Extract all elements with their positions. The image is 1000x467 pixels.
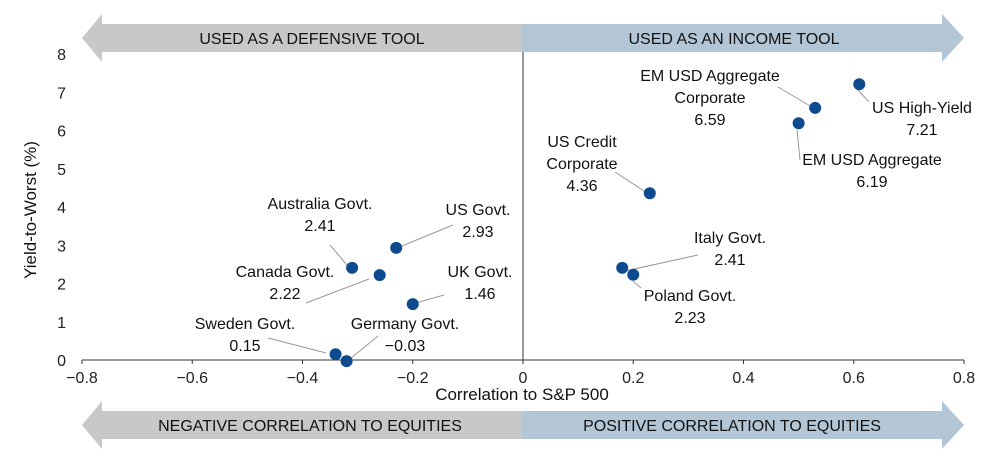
y-tick-label: 4 — [57, 200, 66, 217]
data-point — [792, 117, 805, 130]
y-tick-label: 0 — [57, 353, 66, 370]
point-value: 2.41 — [714, 252, 745, 269]
y-tick-label: 7 — [57, 85, 66, 102]
point-value: 0.15 — [229, 338, 260, 355]
point-name: Corporate — [546, 156, 617, 173]
point-name: EM USD Aggregate — [802, 152, 942, 169]
leader-line — [624, 254, 699, 272]
point-label: UK Govt. 1.46 — [448, 264, 513, 303]
point-value: 7.21 — [906, 122, 937, 139]
y-axis-title: Yield-to-Worst (%) — [21, 141, 40, 279]
point-label: Germany Govt. −0.03 — [351, 316, 459, 355]
point-label: Australia Govt. 2.41 — [268, 196, 373, 235]
point-value: 2.93 — [462, 224, 493, 241]
point-name: Australia Govt. — [268, 196, 373, 213]
leader-line — [396, 224, 454, 249]
point-label: Italy Govt. 2.41 — [694, 230, 766, 269]
bottom-band: NEGATIVE CORRELATION TO EQUITIES POSITIV… — [82, 401, 964, 449]
leader-line — [857, 89, 870, 103]
point-value: 6.59 — [694, 112, 725, 129]
data-point — [390, 241, 403, 254]
point-value: −0.03 — [385, 338, 426, 355]
point-labels: US High-Yield 7.21 EM USD Aggregate Corpora… — [195, 68, 972, 355]
point-label: Sweden Govt. 0.15 — [195, 316, 296, 355]
top-band-left-label: USED AS A DEFENSIVE TOOL — [199, 31, 424, 48]
point-label: Poland Govt. 2.23 — [644, 288, 737, 327]
leader-lines — [267, 86, 870, 360]
point-value: 2.22 — [269, 286, 300, 303]
leader-line — [777, 86, 813, 108]
point-value: 1.46 — [464, 286, 495, 303]
point-value: 2.41 — [304, 218, 335, 235]
point-label: US Credit Corporate 4.36 — [546, 134, 617, 195]
x-tick-label: −0.6 — [176, 370, 208, 387]
point-name: UK Govt. — [448, 264, 513, 281]
y-tick-label: 2 — [57, 277, 66, 294]
point-name: US High-Yield — [872, 100, 972, 117]
leader-line — [796, 129, 801, 161]
top-band-right-label: USED AS AN INCOME TOOL — [628, 31, 839, 48]
data-point — [346, 261, 359, 274]
x-tick-label: 0.8 — [953, 370, 975, 387]
y-tick-label: 3 — [57, 238, 66, 255]
point-name: Germany Govt. — [351, 316, 459, 333]
bottom-band-right-label: POSITIVE CORRELATION TO EQUITIES — [583, 418, 881, 435]
x-tick-label: 0.2 — [622, 370, 644, 387]
point-label: US Govt. 2.93 — [446, 202, 511, 241]
x-tick-label: −0.2 — [397, 370, 429, 387]
data-point — [329, 348, 342, 361]
data-point — [643, 187, 656, 200]
x-tick-label: −0.4 — [287, 370, 319, 387]
leader-line — [614, 171, 648, 194]
point-label: US High-Yield 7.21 — [872, 100, 972, 139]
bottom-band-left-arrow — [82, 401, 522, 449]
bottom-band-right-arrow — [522, 401, 964, 449]
data-point — [809, 101, 822, 114]
axes: −0.8 −0.6 −0.4 −0.2 0 0.2 0.4 0.6 0.8 0 1 2 3 4 5 6 7 8 — [57, 47, 975, 387]
x-axis-title: Correlation to S&P 500 — [435, 385, 609, 404]
leader-line — [305, 278, 370, 304]
data-points — [329, 78, 866, 368]
data-point — [616, 261, 629, 274]
point-name: Canada Govt. — [236, 264, 335, 281]
x-tick-label: 0 — [519, 370, 528, 387]
point-name: Poland Govt. — [644, 288, 737, 305]
bottom-band-left-label: NEGATIVE CORRELATION TO EQUITIES — [158, 418, 462, 435]
point-name: Italy Govt. — [694, 230, 766, 247]
data-point — [406, 298, 419, 311]
x-tick-label: 0.4 — [732, 370, 754, 387]
point-value: 6.19 — [856, 174, 887, 191]
point-label: EM USD Aggregate 6.19 — [802, 152, 942, 191]
data-point — [373, 269, 386, 282]
y-tick-label: 1 — [57, 315, 66, 332]
data-point — [853, 78, 866, 91]
y-tick-label: 5 — [57, 162, 66, 179]
leader-line — [329, 244, 348, 266]
point-name: EM USD Aggregate — [640, 68, 780, 85]
point-name: Corporate — [674, 90, 745, 107]
point-name: US Govt. — [446, 202, 511, 219]
point-name: Sweden Govt. — [195, 316, 296, 333]
leader-line — [267, 337, 327, 354]
y-tick-label: 8 — [57, 47, 66, 64]
data-point — [627, 268, 640, 281]
x-tick-label: 0.6 — [843, 370, 865, 387]
point-name: US Credit — [547, 134, 617, 151]
point-label: Canada Govt. 2.22 — [236, 264, 335, 303]
point-label: EM USD Aggregate Corporate 6.59 — [640, 68, 780, 129]
top-band: USED AS A DEFENSIVE TOOL USED AS AN INCO… — [82, 14, 964, 62]
point-value: 2.23 — [674, 310, 705, 327]
top-band-right-arrow — [522, 14, 964, 62]
data-point — [340, 355, 353, 368]
y-tick-label: 6 — [57, 124, 66, 141]
x-tick-label: −0.8 — [66, 370, 98, 387]
leader-line — [632, 280, 642, 289]
top-band-left-arrow — [82, 14, 522, 62]
leader-line — [349, 335, 379, 360]
point-value: 4.36 — [566, 178, 597, 195]
